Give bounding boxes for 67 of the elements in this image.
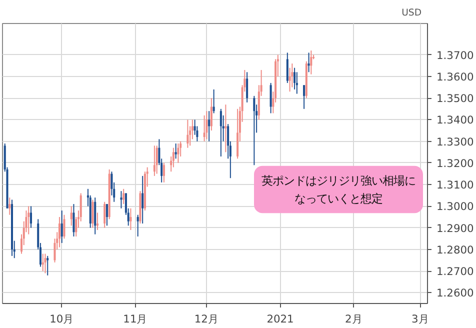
candlestick xyxy=(208,110,210,142)
candlestick xyxy=(308,52,310,73)
candlestick xyxy=(106,204,108,226)
candlestick xyxy=(60,210,63,244)
annotation: 英ポンドはジリジリ強い相場になっていくと想定 xyxy=(262,173,416,206)
candlestick xyxy=(203,114,206,142)
candlestick xyxy=(130,208,132,230)
candlestick xyxy=(8,197,11,216)
y-tick-label: 1.3600 xyxy=(436,70,474,84)
candlestick xyxy=(296,72,298,94)
y-tick-label: 1.2700 xyxy=(436,265,474,278)
x-tick-label: 10月 xyxy=(50,312,74,326)
candlestick xyxy=(224,104,227,153)
x-tick-label: 2021 xyxy=(266,312,294,326)
candlestick xyxy=(153,145,156,176)
y-tick-label: 1.3000 xyxy=(436,200,474,214)
candlestick xyxy=(186,119,189,148)
y-tick-label: 1.3100 xyxy=(436,178,474,192)
x-tick-label: 11月 xyxy=(123,312,148,326)
x-tick-label: 2月 xyxy=(345,312,363,326)
candlestick xyxy=(46,255,49,276)
candlestick xyxy=(70,206,72,226)
candlestick xyxy=(104,201,106,228)
candlestick xyxy=(246,72,248,103)
candlestick xyxy=(96,212,98,230)
y-axis-title: USD xyxy=(402,8,422,18)
candlestick xyxy=(42,253,44,272)
candlestick xyxy=(30,206,32,228)
candlestick xyxy=(72,204,75,237)
candlestick xyxy=(162,162,165,183)
candlestick xyxy=(122,188,125,205)
y-tick-label: 1.2600 xyxy=(436,286,474,300)
y-tick-label: 1.3700 xyxy=(436,48,474,62)
candlestick xyxy=(174,143,177,160)
candlestick xyxy=(58,216,60,248)
candlestick xyxy=(286,52,288,84)
candlestick xyxy=(294,67,296,90)
candlestick xyxy=(236,108,239,160)
candlestick xyxy=(212,88,215,114)
candlestick xyxy=(156,145,158,174)
x-tick-label: 12月 xyxy=(194,312,219,326)
candlestick xyxy=(270,82,272,114)
candlestick xyxy=(142,175,144,224)
y-tick-label: 1.3400 xyxy=(436,114,474,127)
candlestick xyxy=(210,98,212,132)
candlestick xyxy=(63,214,66,240)
candlestick xyxy=(220,108,222,157)
y-tick-label: 1.3200 xyxy=(436,156,474,170)
y-tick-label: 1.2900 xyxy=(436,222,474,235)
candlestick xyxy=(288,67,291,92)
candlestick xyxy=(120,190,122,209)
candlestick xyxy=(28,206,30,235)
candlestick xyxy=(303,84,306,110)
x-tick-label: 3月 xyxy=(411,312,430,326)
candlestick xyxy=(291,63,294,88)
y-tick-label: 1.2800 xyxy=(436,243,474,256)
y-tick-label: 1.3500 xyxy=(436,92,474,106)
candlestick xyxy=(172,147,174,168)
candlestick xyxy=(94,197,96,235)
candlestick xyxy=(253,95,256,166)
y-tick-label: 1.3300 xyxy=(436,135,474,148)
candlestick xyxy=(92,199,94,228)
candlestick xyxy=(136,214,139,237)
candlestick xyxy=(310,50,312,75)
candlestick xyxy=(206,110,208,140)
candlestick xyxy=(177,143,180,164)
candlestick xyxy=(44,253,46,274)
